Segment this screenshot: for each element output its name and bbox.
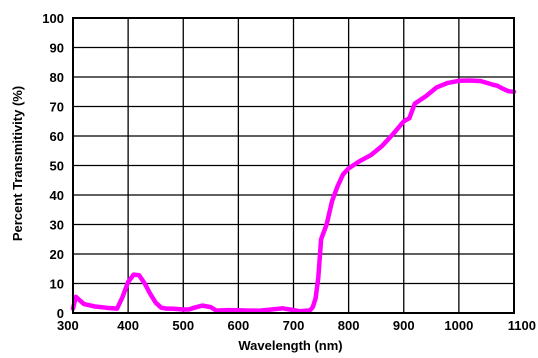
transmittance-line [70,78,517,314]
y-tick-label-0: 0 [57,306,64,321]
x-tick-label-900: 900 [393,318,415,333]
x-tick-label-300: 300 [57,318,79,333]
x-tick-label-400: 400 [117,318,139,333]
y-tick-label-40: 40 [50,188,64,203]
y-tick-label-100: 100 [42,11,64,26]
y-tick-label-70: 70 [50,100,64,115]
y-tick-label-20: 20 [50,247,64,262]
y-tick-label-50: 50 [50,159,64,174]
x-tick-label-600: 600 [228,318,250,333]
x-tick-label-1000: 1000 [444,318,473,333]
x-tick-label-700: 700 [283,318,305,333]
y-tick-label-90: 90 [50,41,64,56]
y-tick-label-60: 60 [50,129,64,144]
x-tick-labels: 300 400 500 600 700 800 900 1000 1100 [57,318,536,333]
x-tick-label-1100: 1100 [508,318,536,333]
y-tick-labels: 0 10 20 30 40 50 60 70 80 90 100 [42,11,64,321]
y-tick-label-30: 30 [50,218,64,233]
x-axis-title: Wavelength (nm) [238,338,342,353]
y-tick-label-10: 10 [50,277,64,292]
x-tick-label-800: 800 [338,318,360,333]
y-axis-title: Percent Transmitivity (%) [10,86,25,241]
y-tick-label-80: 80 [50,70,64,85]
plot-frame [72,17,515,314]
x-tick-label-500: 500 [172,318,194,333]
